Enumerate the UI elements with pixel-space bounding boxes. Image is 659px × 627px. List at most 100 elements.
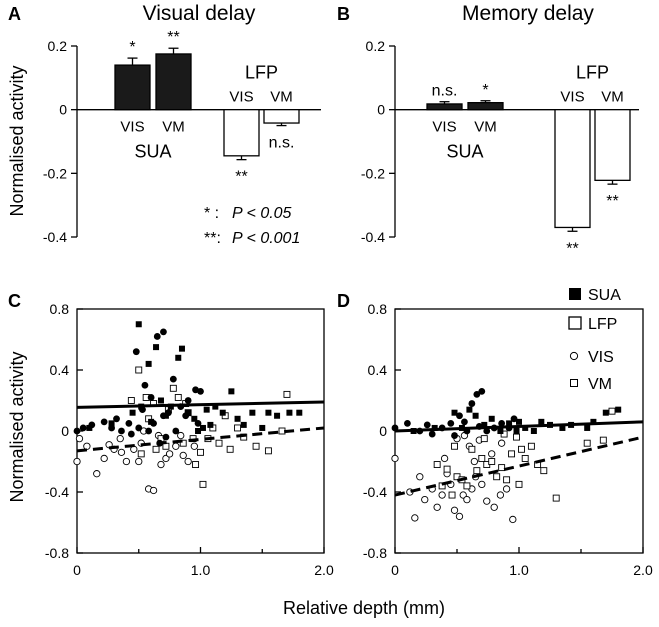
- data-point-lfp-vm: [443, 465, 451, 473]
- data-point-lfp-vis: [411, 514, 419, 522]
- data-point-lfp-vm: [518, 445, 525, 453]
- data-point-lfp-vis: [135, 457, 143, 466]
- x-axis-label: Relative depth (mm): [283, 598, 445, 618]
- data-point-lfp-vm: [169, 384, 177, 392]
- data-point-sua-vm: [602, 409, 609, 416]
- data-point-lfp-vis: [496, 491, 505, 499]
- bar-label: VM: [162, 119, 185, 136]
- data-point-lfp-vm: [527, 442, 535, 450]
- data-point-sua-vis: [169, 375, 177, 383]
- bar-label: VM: [474, 119, 497, 136]
- legend: SUA LFP VIS VM: [568, 287, 621, 393]
- data-point-lfp-vm: [192, 461, 200, 468]
- y-tick-label: -0.8: [45, 545, 69, 561]
- x-tick-label: 0: [391, 562, 399, 578]
- bar: [223, 109, 260, 157]
- y-axis-label-top: Normalised activity: [7, 65, 27, 216]
- bar-label: VM: [270, 89, 293, 106]
- significance-mark: n.s.: [432, 83, 458, 100]
- data-point-sua-vis: [79, 424, 87, 432]
- bar-label: VIS: [120, 119, 144, 136]
- data-point-sua-vis: [447, 419, 455, 427]
- panel-a-title: Visual delay: [143, 2, 256, 25]
- significance-mark: n.s.: [269, 135, 295, 152]
- data-point-lfp-vis: [184, 457, 192, 466]
- data-point-sua-vis: [483, 427, 491, 435]
- data-point-lfp-vis: [421, 495, 429, 504]
- bar: [263, 109, 300, 124]
- data-point-sua-vm: [185, 409, 192, 416]
- data-point-lfp-vis: [172, 442, 180, 450]
- y-tick-label: 0: [377, 102, 385, 118]
- data-point-sua-vm: [530, 428, 537, 434]
- data-point-sua-vm: [286, 409, 293, 416]
- bar: [554, 109, 591, 229]
- data-point-sua-vm: [135, 321, 142, 328]
- data-point-lfp-vis: [190, 442, 198, 450]
- data-point-sua-vm: [516, 418, 522, 425]
- data-point-lfp-vm: [498, 464, 506, 472]
- data-point-lfp-vis: [122, 457, 131, 466]
- data-point-lfp-vm: [493, 473, 501, 481]
- data-point-sua-vis: [473, 391, 481, 398]
- y-tick-label: 0.2: [366, 38, 386, 54]
- data-point-lfp-vm: [264, 447, 272, 455]
- data-point-lfp-vis: [502, 485, 511, 493]
- data-point-lfp-vm: [508, 450, 516, 458]
- data-point-sua-vis: [172, 427, 180, 435]
- data-point-lfp-vm: [451, 442, 458, 450]
- data-point-sua-vis: [461, 418, 468, 426]
- data-point-sua-vm: [153, 344, 160, 351]
- data-point-lfp-vm: [521, 455, 529, 462]
- data-point-lfp-vm: [608, 407, 616, 415]
- sig-note-mark-1: * :: [204, 205, 219, 222]
- panel-a-bars: 0.2 0 -0.2 -0.4 * VIS ** VM SUA ** VIS n.s. VM LFP: [43, 29, 321, 245]
- data-point-sua-vis: [197, 387, 204, 395]
- y-axis-label-bottom: Normalised activity: [7, 351, 27, 502]
- bar-label: VIS: [432, 119, 456, 136]
- bar: [114, 64, 151, 111]
- data-point-lfp-vm: [473, 467, 481, 475]
- data-point-sua-vm: [481, 421, 488, 428]
- significance-mark: **: [566, 240, 578, 257]
- data-point-sua-vis: [160, 328, 167, 336]
- data-point-sua-vis: [147, 394, 155, 401]
- data-point-sua-vm: [451, 409, 458, 416]
- y-tick-label: -0.4: [45, 484, 69, 500]
- y-tick-label: 0.4: [368, 362, 388, 378]
- data-point-sua-vm: [497, 428, 504, 434]
- sig-note-mark-2: **:: [204, 230, 221, 247]
- data-point-sua-vm: [240, 421, 247, 428]
- data-point-lfp-vm: [480, 435, 488, 443]
- data-point-lfp-vis: [93, 470, 101, 478]
- significance-mark: *: [482, 82, 488, 99]
- data-point-lfp-vm: [599, 436, 607, 444]
- data-point-lfp-vis: [157, 460, 165, 469]
- bar: [426, 103, 463, 111]
- data-point-lfp-vm: [463, 482, 471, 490]
- data-point-sua-vis: [456, 412, 463, 420]
- data-point-sua-vm: [145, 360, 152, 367]
- significance-mark: *: [129, 39, 135, 56]
- data-point-lfp-vis: [470, 457, 479, 466]
- data-point-sua-vis: [451, 432, 458, 439]
- data-point-sua-vm: [249, 409, 256, 416]
- panel-label-d: D: [337, 291, 350, 311]
- panel-b-title: Memory delay: [462, 2, 594, 25]
- data-point-sua-vm: [431, 424, 438, 431]
- data-point-lfp-vis: [83, 442, 91, 450]
- data-point-sua-vm: [559, 424, 566, 431]
- data-point-sua-vis: [73, 427, 81, 435]
- bar: [467, 102, 504, 111]
- data-point-lfp-vm: [478, 455, 486, 462]
- data-point-lfp-vis: [497, 439, 506, 447]
- data-point-lfp-vis: [450, 506, 459, 514]
- data-point-sua-vm: [195, 428, 202, 434]
- data-point-lfp-vm: [234, 424, 242, 432]
- y-tick-label: -0.8: [363, 545, 387, 561]
- data-point-sua-vis: [184, 397, 192, 404]
- data-point-sua-vm: [259, 424, 266, 431]
- y-tick-label: 0.8: [50, 301, 70, 317]
- data-point-sua-vm: [157, 397, 164, 404]
